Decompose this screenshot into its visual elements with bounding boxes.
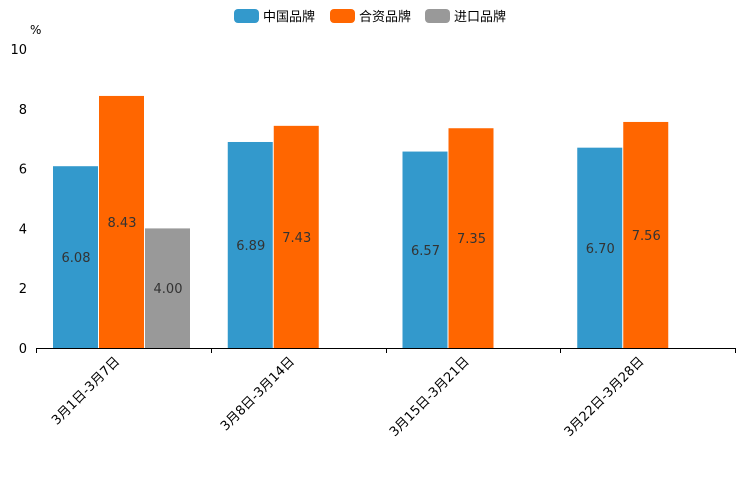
y-axis: 0 2 4 6 8 10: [10, 43, 27, 357]
bar: [53, 166, 98, 348]
y-tick-label: 6: [19, 163, 27, 178]
y-tick-label: 10: [10, 43, 27, 58]
bar: [577, 147, 623, 348]
bar: [145, 228, 190, 348]
legend-label[interactable]: 中国品牌: [263, 9, 315, 25]
x-tick-label: 3月8日-3月14日: [218, 354, 298, 434]
bar: [99, 95, 144, 349]
data-label: 6.08: [62, 251, 91, 266]
bar: [273, 125, 319, 348]
y-tick-label: 0: [19, 342, 27, 357]
bar: [623, 121, 669, 349]
data-label: 6.57: [411, 244, 440, 259]
legend-label[interactable]: 进口品牌: [454, 9, 506, 25]
x-tick-label: 3月1日-3月7日: [49, 354, 123, 428]
bar: [448, 128, 494, 348]
y-tick-label: 8: [19, 103, 27, 118]
data-label: 8.43: [108, 216, 137, 231]
y-tick-label: 2: [19, 282, 27, 297]
data-label: 6.89: [236, 239, 265, 254]
legend-swatch[interactable]: [425, 9, 450, 23]
x-axis: 3月1日-3月7日 3月8日-3月14日 3月15日-3月21日 3月22日-3月28…: [36, 348, 736, 440]
legend-label[interactable]: 合资品牌: [359, 9, 411, 25]
bars: 6.08 6.89 6.57 6.70 8.43 7.43 7.35 7.56 4.00: [53, 95, 669, 349]
legend-swatch[interactable]: [330, 9, 355, 23]
legend: 中国品牌 合资品牌 进口品牌: [234, 9, 506, 25]
bar: [402, 151, 448, 348]
x-tick-label: 3月22日-3月28日: [562, 354, 648, 440]
y-tick-label: 4: [19, 222, 27, 237]
x-tick-label: 3月15日-3月21日: [387, 354, 473, 440]
data-label: 7.43: [282, 231, 311, 246]
bar: [227, 141, 273, 348]
data-label: 6.70: [586, 242, 615, 257]
y-axis-unit: %: [30, 23, 41, 37]
data-label: 4.00: [154, 282, 183, 297]
data-label: 7.56: [632, 229, 661, 244]
data-label: 7.35: [457, 232, 486, 247]
legend-swatch[interactable]: [234, 9, 259, 23]
